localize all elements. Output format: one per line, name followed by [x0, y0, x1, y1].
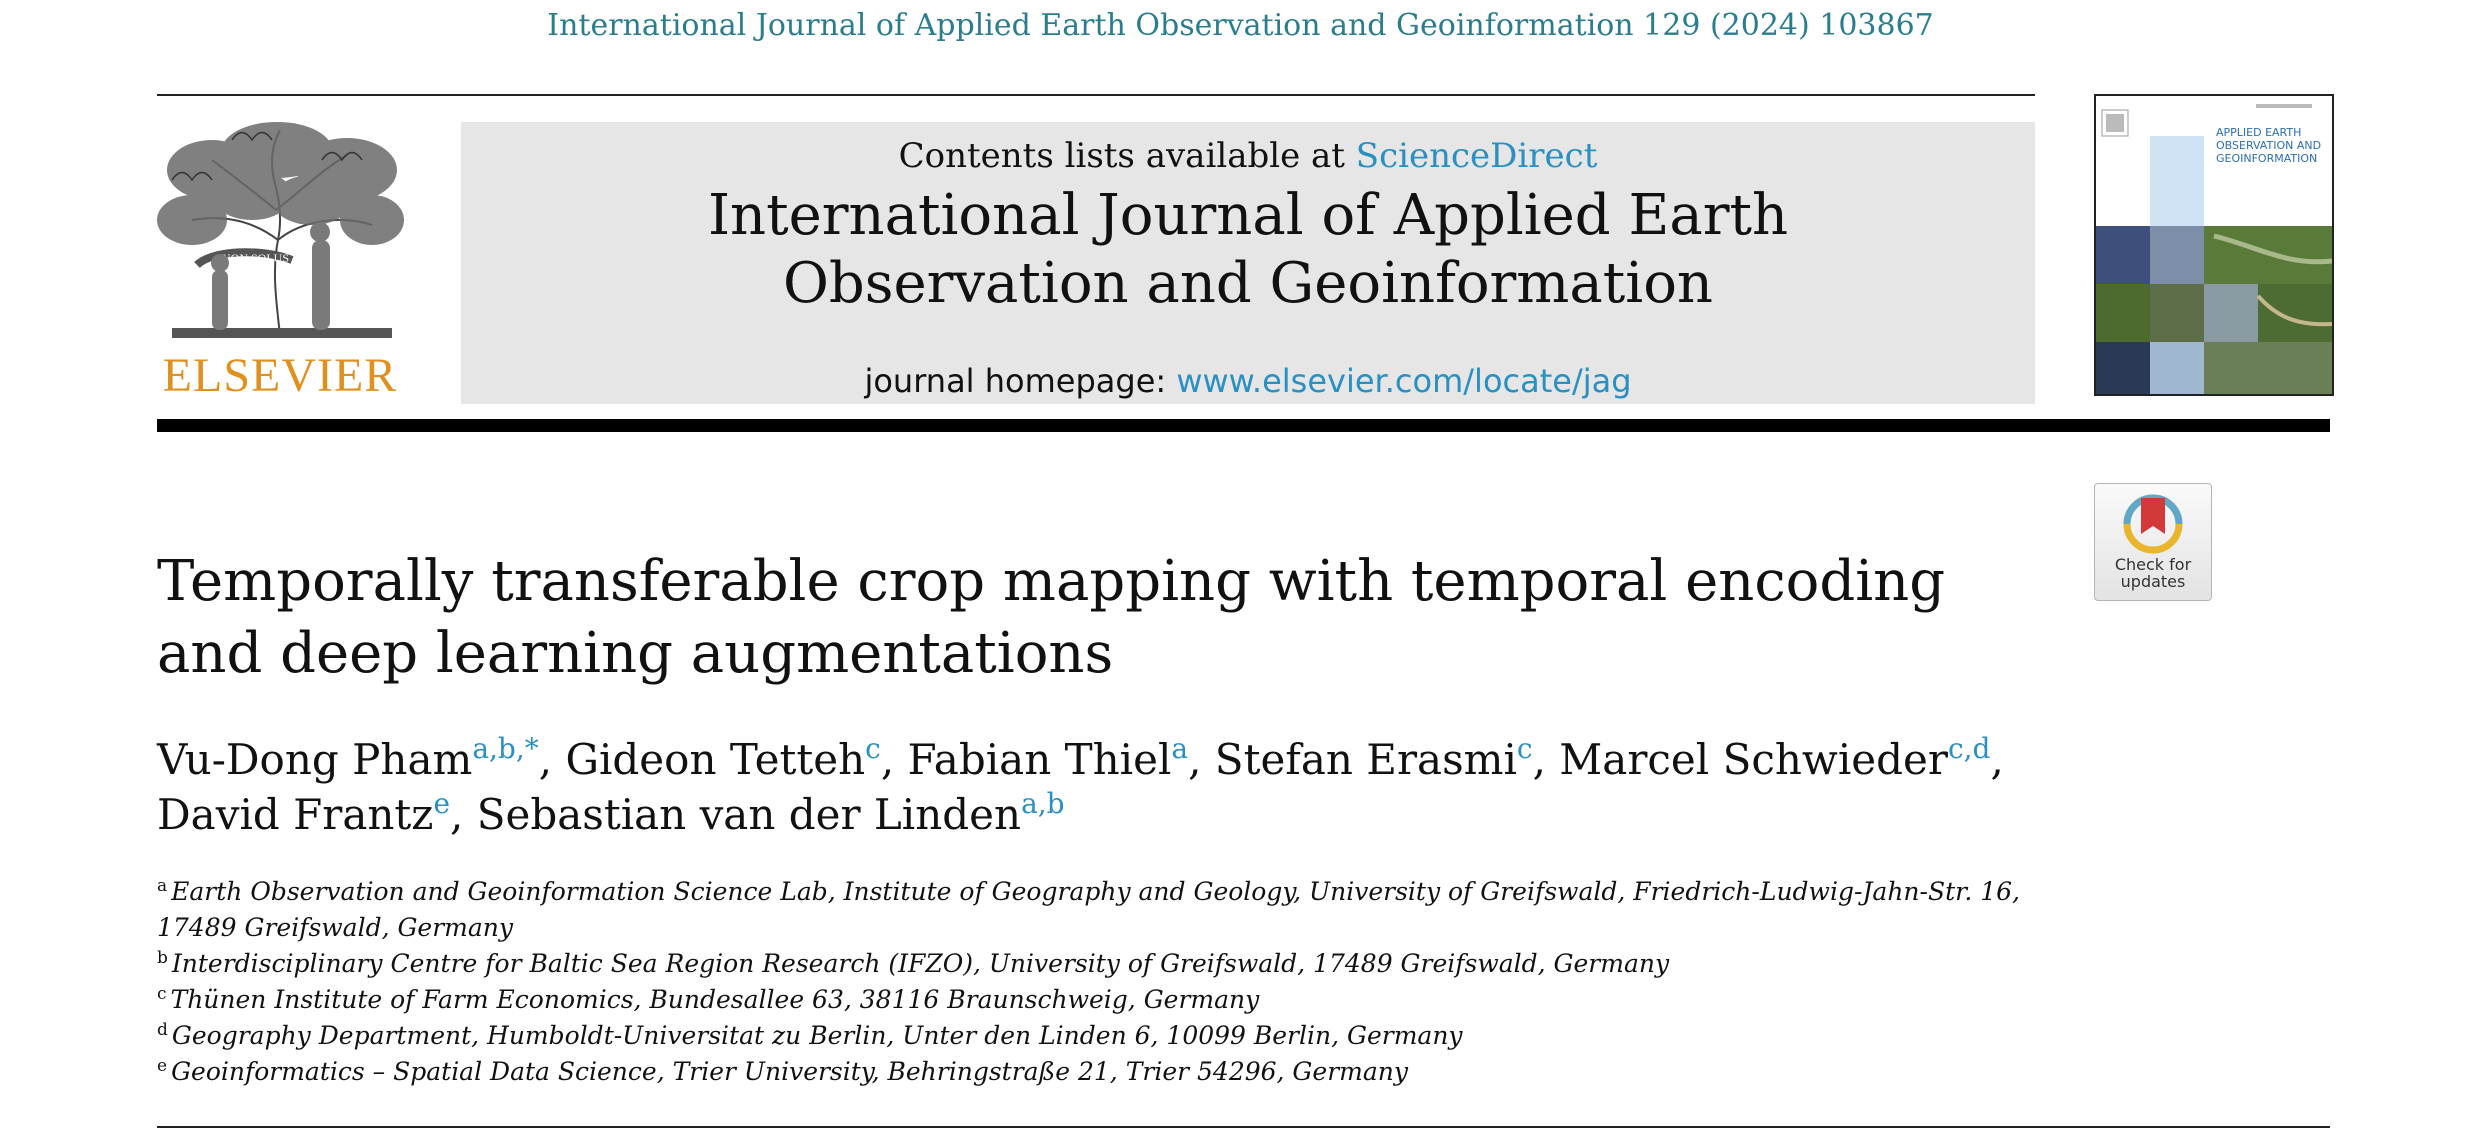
svg-text:GEOINFORMATION: GEOINFORMATION — [2216, 152, 2317, 165]
tree-of-knowledge-icon: NON SOLUS — [157, 122, 404, 338]
author-affiliation-marks[interactable]: e — [433, 787, 451, 820]
affiliation-mark: d — [157, 1020, 168, 1040]
bookmark-ribbon-icon — [2123, 494, 2183, 554]
author-affiliation-marks[interactable]: c — [865, 732, 881, 765]
journal-cover-thumbnail[interactable]: APPLIED EARTH OBSERVATION AND GEOINFORMA… — [2094, 94, 2334, 396]
contents-prefix: Contents lists available at — [898, 136, 1356, 176]
author-separator: , — [450, 790, 477, 839]
journal-title-line-1: International Journal of Applied Earth — [707, 183, 1789, 248]
author-affiliation-marks[interactable]: c — [1516, 732, 1533, 765]
elsevier-logo[interactable]: NON SOLUS ELSEVIER — [152, 120, 408, 402]
journal-title-line-2: Observation and Geoinformation — [783, 251, 1713, 316]
sciencedirect-link[interactable]: ScienceDirect — [1355, 136, 1598, 176]
author-name: Vu-Dong Pham — [157, 735, 473, 784]
author[interactable]: Sebastian van der Lindena,b — [476, 787, 1065, 840]
affiliation-text: Geoinformatics – Spatial Data Science, T… — [171, 1057, 1408, 1086]
journal-citation[interactable]: International Journal of Applied Earth O… — [547, 8, 1934, 43]
affiliation-mark: a — [157, 876, 168, 896]
check-for-updates-line-1: Check for — [2114, 555, 2192, 574]
author-name: Marcel Schwieder — [1559, 735, 1948, 784]
top-divider — [157, 94, 2035, 96]
affiliation-text: Thünen Institute of Farm Economics, Bund… — [170, 985, 1260, 1014]
homepage-prefix: journal homepage: — [864, 362, 1177, 400]
affiliation-mark: e — [157, 1056, 168, 1076]
author[interactable]: Gideon Tettehc — [565, 732, 881, 785]
author-separator: , — [538, 735, 566, 784]
check-for-updates-button[interactable]: Check for updates — [2094, 483, 2212, 601]
author-name: Fabian Thiel — [907, 735, 1172, 784]
journal-title[interactable]: International Journal of Applied Earth O… — [461, 182, 2035, 318]
author-name: Gideon Tetteh — [565, 735, 866, 784]
affiliation-text: Geography Department, Humboldt-Universit… — [171, 1021, 1463, 1050]
svg-text:OBSERVATION AND: OBSERVATION AND — [2216, 139, 2321, 152]
author-affiliation-marks[interactable]: a,b — [1021, 787, 1065, 820]
author[interactable]: Vu-Dong Phama,b,* — [157, 732, 539, 785]
affiliation-item: a Earth Observation and Geoinformation Sc… — [157, 874, 2057, 946]
masthead-divider — [157, 419, 2330, 432]
elsevier-wordmark: ELSEVIER — [162, 349, 398, 402]
journal-masthead: Contents lists available at ScienceDirec… — [461, 122, 2035, 404]
affiliation-list: a Earth Observation and Geoinformation Sc… — [157, 874, 2057, 1090]
article-title: Temporally transferable crop mapping wit… — [157, 549, 1946, 686]
journal-homepage-link[interactable]: www.elsevier.com/locate/jag — [1176, 362, 1632, 400]
author-name: Stefan Erasmi — [1214, 735, 1517, 784]
affiliation-mark: c — [157, 984, 167, 1004]
author[interactable]: David Frantze — [157, 787, 451, 840]
check-for-updates-line-2: updates — [2120, 572, 2186, 591]
author-separator: , — [880, 735, 908, 784]
svg-text:NON SOLUS: NON SOLUS — [222, 251, 289, 265]
author[interactable]: Stefan Erasmic — [1214, 732, 1533, 785]
author-affiliation-marks[interactable]: a — [1171, 732, 1189, 765]
affiliation-text: Interdisciplinary Centre for Baltic Sea … — [171, 949, 1670, 978]
author[interactable]: Fabian Thiela — [907, 732, 1189, 785]
journal-cover-image: APPLIED EARTH OBSERVATION AND GEOINFORMA… — [2096, 96, 2332, 394]
affiliation-item: c Thünen Institute of Farm Economics, Bun… — [157, 982, 2057, 1018]
affiliation-item: e Geoinformatics – Spatial Data Science, … — [157, 1054, 2057, 1090]
author-affiliation-marks[interactable]: a,b,* — [472, 732, 539, 765]
affiliation-item: d Geography Department, Humboldt-Universi… — [157, 1018, 2057, 1054]
author-list: Vu-Dong Phama,b,*, Gideon Tettehc, Fabia… — [157, 732, 2057, 842]
author-separator: , — [1188, 735, 1215, 784]
author[interactable]: Marcel Schwiederc,d — [1559, 732, 1991, 785]
author-name: Sebastian van der Linden — [476, 790, 1022, 839]
contents-line: Contents lists available at ScienceDirec… — [461, 136, 2035, 176]
bottom-divider — [157, 1126, 2330, 1128]
author-separator: , — [1990, 735, 2004, 784]
journal-homepage-line: journal homepage: www.elsevier.com/locat… — [461, 362, 2035, 400]
author-separator: , — [1532, 735, 1560, 784]
check-for-updates-label: Check for updates — [2095, 556, 2211, 590]
affiliation-text: Earth Observation and Geoinformation Sci… — [157, 877, 2020, 942]
affiliation-mark: b — [157, 948, 168, 968]
author-affiliation-marks[interactable]: c,d — [1947, 732, 1991, 765]
svg-text:APPLIED EARTH: APPLIED EARTH — [2216, 126, 2301, 139]
affiliation-item: b Interdisciplinary Centre for Baltic Sea… — [157, 946, 2057, 982]
author-name: David Frantz — [157, 790, 434, 839]
